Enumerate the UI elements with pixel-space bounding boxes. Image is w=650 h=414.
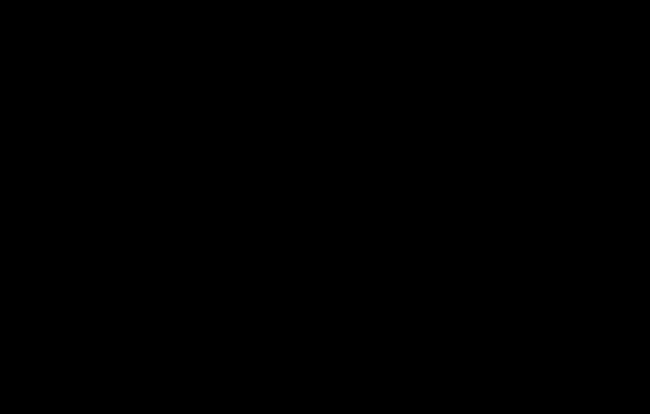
indicator-labels: [3, 261, 21, 271]
